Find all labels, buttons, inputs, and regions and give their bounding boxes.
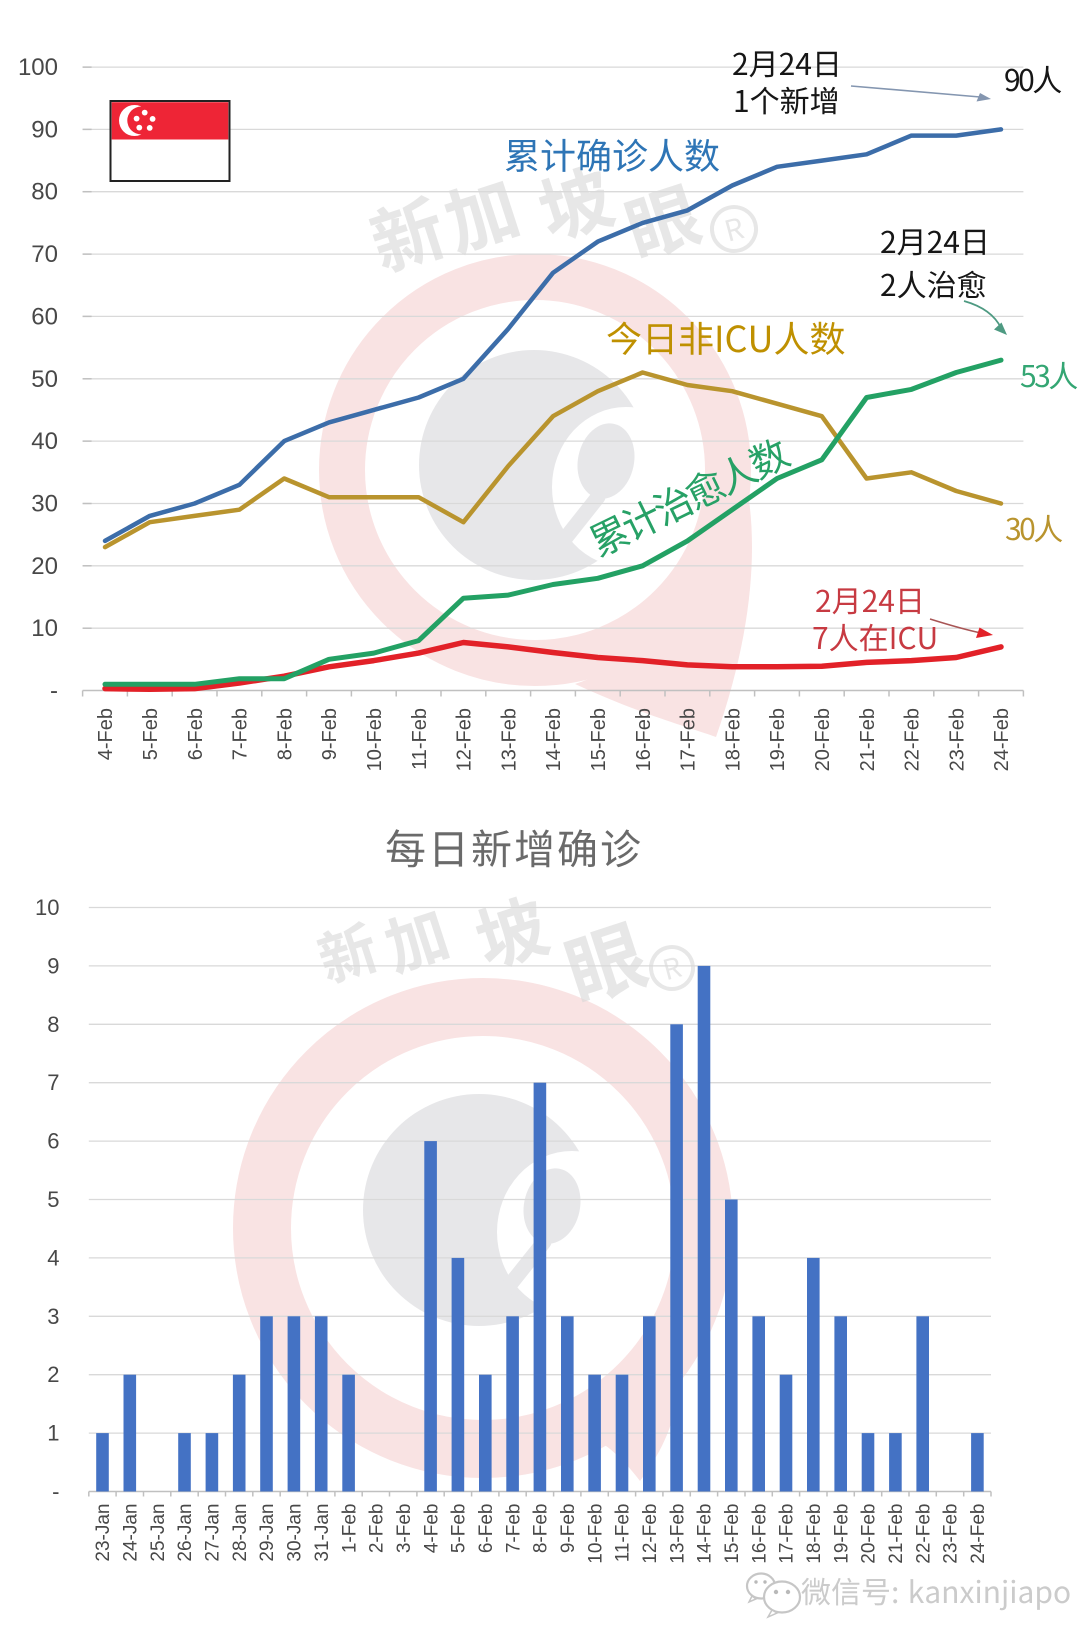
svg-text:20-Feb: 20-Feb: [859, 1504, 880, 1564]
svg-text:22-Feb: 22-Feb: [902, 708, 924, 771]
svg-text:9-Feb: 9-Feb: [319, 708, 341, 760]
svg-text:7-Feb: 7-Feb: [230, 708, 252, 760]
svg-text:5: 5: [47, 1187, 59, 1212]
svg-text:19-Feb: 19-Feb: [767, 708, 789, 771]
svg-text:60: 60: [31, 303, 58, 330]
svg-text:80: 80: [31, 179, 58, 206]
svg-text:17-Feb: 17-Feb: [678, 708, 700, 771]
svg-text:10-Feb: 10-Feb: [585, 1504, 606, 1564]
svg-text:-: -: [50, 678, 58, 705]
svg-text:31-Jan: 31-Jan: [312, 1504, 333, 1562]
svg-text:18-Feb: 18-Feb: [804, 1504, 825, 1564]
svg-text:11-Feb: 11-Feb: [409, 708, 431, 770]
svg-text:4: 4: [47, 1245, 59, 1270]
svg-text:2: 2: [47, 1362, 59, 1387]
svg-text:15-Feb: 15-Feb: [588, 708, 610, 771]
svg-text:11-Feb: 11-Feb: [613, 1504, 634, 1563]
svg-text:30: 30: [31, 491, 58, 518]
svg-text:14-Feb: 14-Feb: [695, 1504, 716, 1564]
svg-text:29-Jan: 29-Jan: [257, 1504, 278, 1562]
svg-text:70: 70: [31, 241, 58, 268]
svg-text:8-Feb: 8-Feb: [531, 1504, 552, 1554]
svg-text:3-Feb: 3-Feb: [394, 1504, 415, 1554]
svg-text:14-Feb: 14-Feb: [543, 708, 565, 771]
svg-text:100: 100: [18, 54, 58, 81]
svg-text:7-Feb: 7-Feb: [503, 1504, 524, 1554]
svg-text:24-Feb: 24-Feb: [968, 1504, 989, 1564]
svg-text:9: 9: [47, 953, 59, 978]
svg-text:16-Feb: 16-Feb: [749, 1504, 770, 1564]
svg-text:9-Feb: 9-Feb: [558, 1504, 579, 1554]
svg-text:13-Feb: 13-Feb: [667, 1504, 688, 1564]
svg-text:16-Feb: 16-Feb: [633, 708, 655, 771]
svg-text:30-Jan: 30-Jan: [285, 1504, 306, 1562]
svg-text:13-Feb: 13-Feb: [498, 708, 520, 771]
svg-text:20-Feb: 20-Feb: [812, 708, 834, 771]
svg-text:4-Feb: 4-Feb: [421, 1504, 442, 1554]
svg-text:2-Feb: 2-Feb: [367, 1504, 388, 1554]
svg-text:6-Feb: 6-Feb: [185, 708, 207, 760]
svg-text:6-Feb: 6-Feb: [476, 1504, 497, 1554]
svg-text:1-Feb: 1-Feb: [339, 1504, 360, 1554]
svg-text:25-Jan: 25-Jan: [148, 1504, 169, 1562]
svg-text:8: 8: [47, 1012, 59, 1037]
svg-text:17-Feb: 17-Feb: [777, 1504, 798, 1564]
svg-text:15-Feb: 15-Feb: [722, 1504, 743, 1564]
svg-text:-: -: [52, 1479, 59, 1504]
svg-text:21-Feb: 21-Feb: [886, 1504, 907, 1564]
svg-text:20: 20: [31, 553, 58, 580]
svg-text:12-Feb: 12-Feb: [454, 708, 476, 771]
svg-text:40: 40: [31, 428, 58, 455]
svg-text:23-Feb: 23-Feb: [946, 708, 968, 771]
svg-text:27-Jan: 27-Jan: [203, 1504, 224, 1562]
svg-text:24-Jan: 24-Jan: [121, 1504, 142, 1562]
svg-text:8-Feb: 8-Feb: [274, 708, 296, 760]
svg-text:10: 10: [35, 895, 59, 920]
svg-text:10-Feb: 10-Feb: [364, 708, 386, 771]
svg-text:22-Feb: 22-Feb: [913, 1504, 934, 1564]
svg-text:4-Feb: 4-Feb: [95, 708, 117, 760]
svg-text:3: 3: [47, 1304, 59, 1329]
svg-text:7: 7: [47, 1070, 59, 1095]
svg-text:90: 90: [31, 116, 58, 143]
svg-text:6: 6: [47, 1129, 59, 1154]
svg-text:5-Feb: 5-Feb: [140, 708, 162, 760]
svg-text:5-Feb: 5-Feb: [449, 1504, 470, 1554]
svg-text:19-Feb: 19-Feb: [831, 1504, 852, 1564]
svg-text:28-Jan: 28-Jan: [230, 1504, 251, 1562]
svg-text:26-Jan: 26-Jan: [175, 1504, 196, 1562]
svg-text:23-Jan: 23-Jan: [93, 1504, 114, 1562]
svg-text:18-Feb: 18-Feb: [722, 708, 744, 771]
svg-text:10: 10: [31, 615, 58, 642]
svg-text:1: 1: [47, 1421, 59, 1446]
svg-text:21-Feb: 21-Feb: [857, 708, 879, 771]
svg-text:24-Feb: 24-Feb: [991, 708, 1013, 771]
svg-text:12-Feb: 12-Feb: [640, 1504, 661, 1564]
svg-text:50: 50: [31, 366, 58, 393]
svg-text:23-Feb: 23-Feb: [941, 1504, 962, 1564]
